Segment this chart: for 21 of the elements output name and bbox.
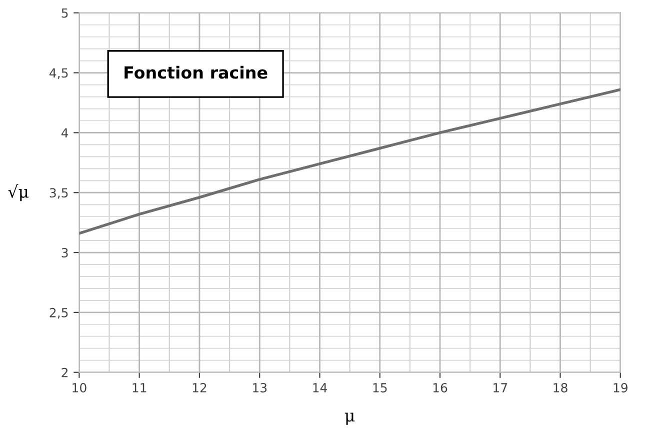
x-tick-label: 15: [373, 383, 387, 392]
y-tick-label: 3,5: [50, 188, 68, 199]
x-tick-label: 19: [614, 382, 628, 392]
x-axis-title: μ: [344, 412, 355, 425]
x-tick-label: 11: [132, 383, 146, 392]
x-tick-label: 16: [433, 382, 448, 392]
y-tick-label: 4: [61, 128, 68, 138]
x-tick-label: 18: [554, 382, 568, 392]
y-tick-label: 4,5: [50, 68, 68, 79]
x-tick-label: 12: [192, 382, 206, 392]
y-tick-label: 2: [62, 368, 68, 378]
text: Fonction racine: [124, 66, 268, 79]
y-tick-label: 3: [62, 248, 68, 258]
x-tick-label: 10: [72, 382, 86, 392]
x-tick-label: 13: [253, 382, 267, 392]
x-tick-label: 17: [494, 383, 508, 392]
line-series: [79, 88, 620, 235]
y-tick-label: 2,5: [50, 308, 68, 319]
x-tick-label: 14: [313, 383, 327, 392]
y-tick-label: 5: [62, 8, 68, 18]
y-axis-title: √μ: [8, 184, 28, 202]
